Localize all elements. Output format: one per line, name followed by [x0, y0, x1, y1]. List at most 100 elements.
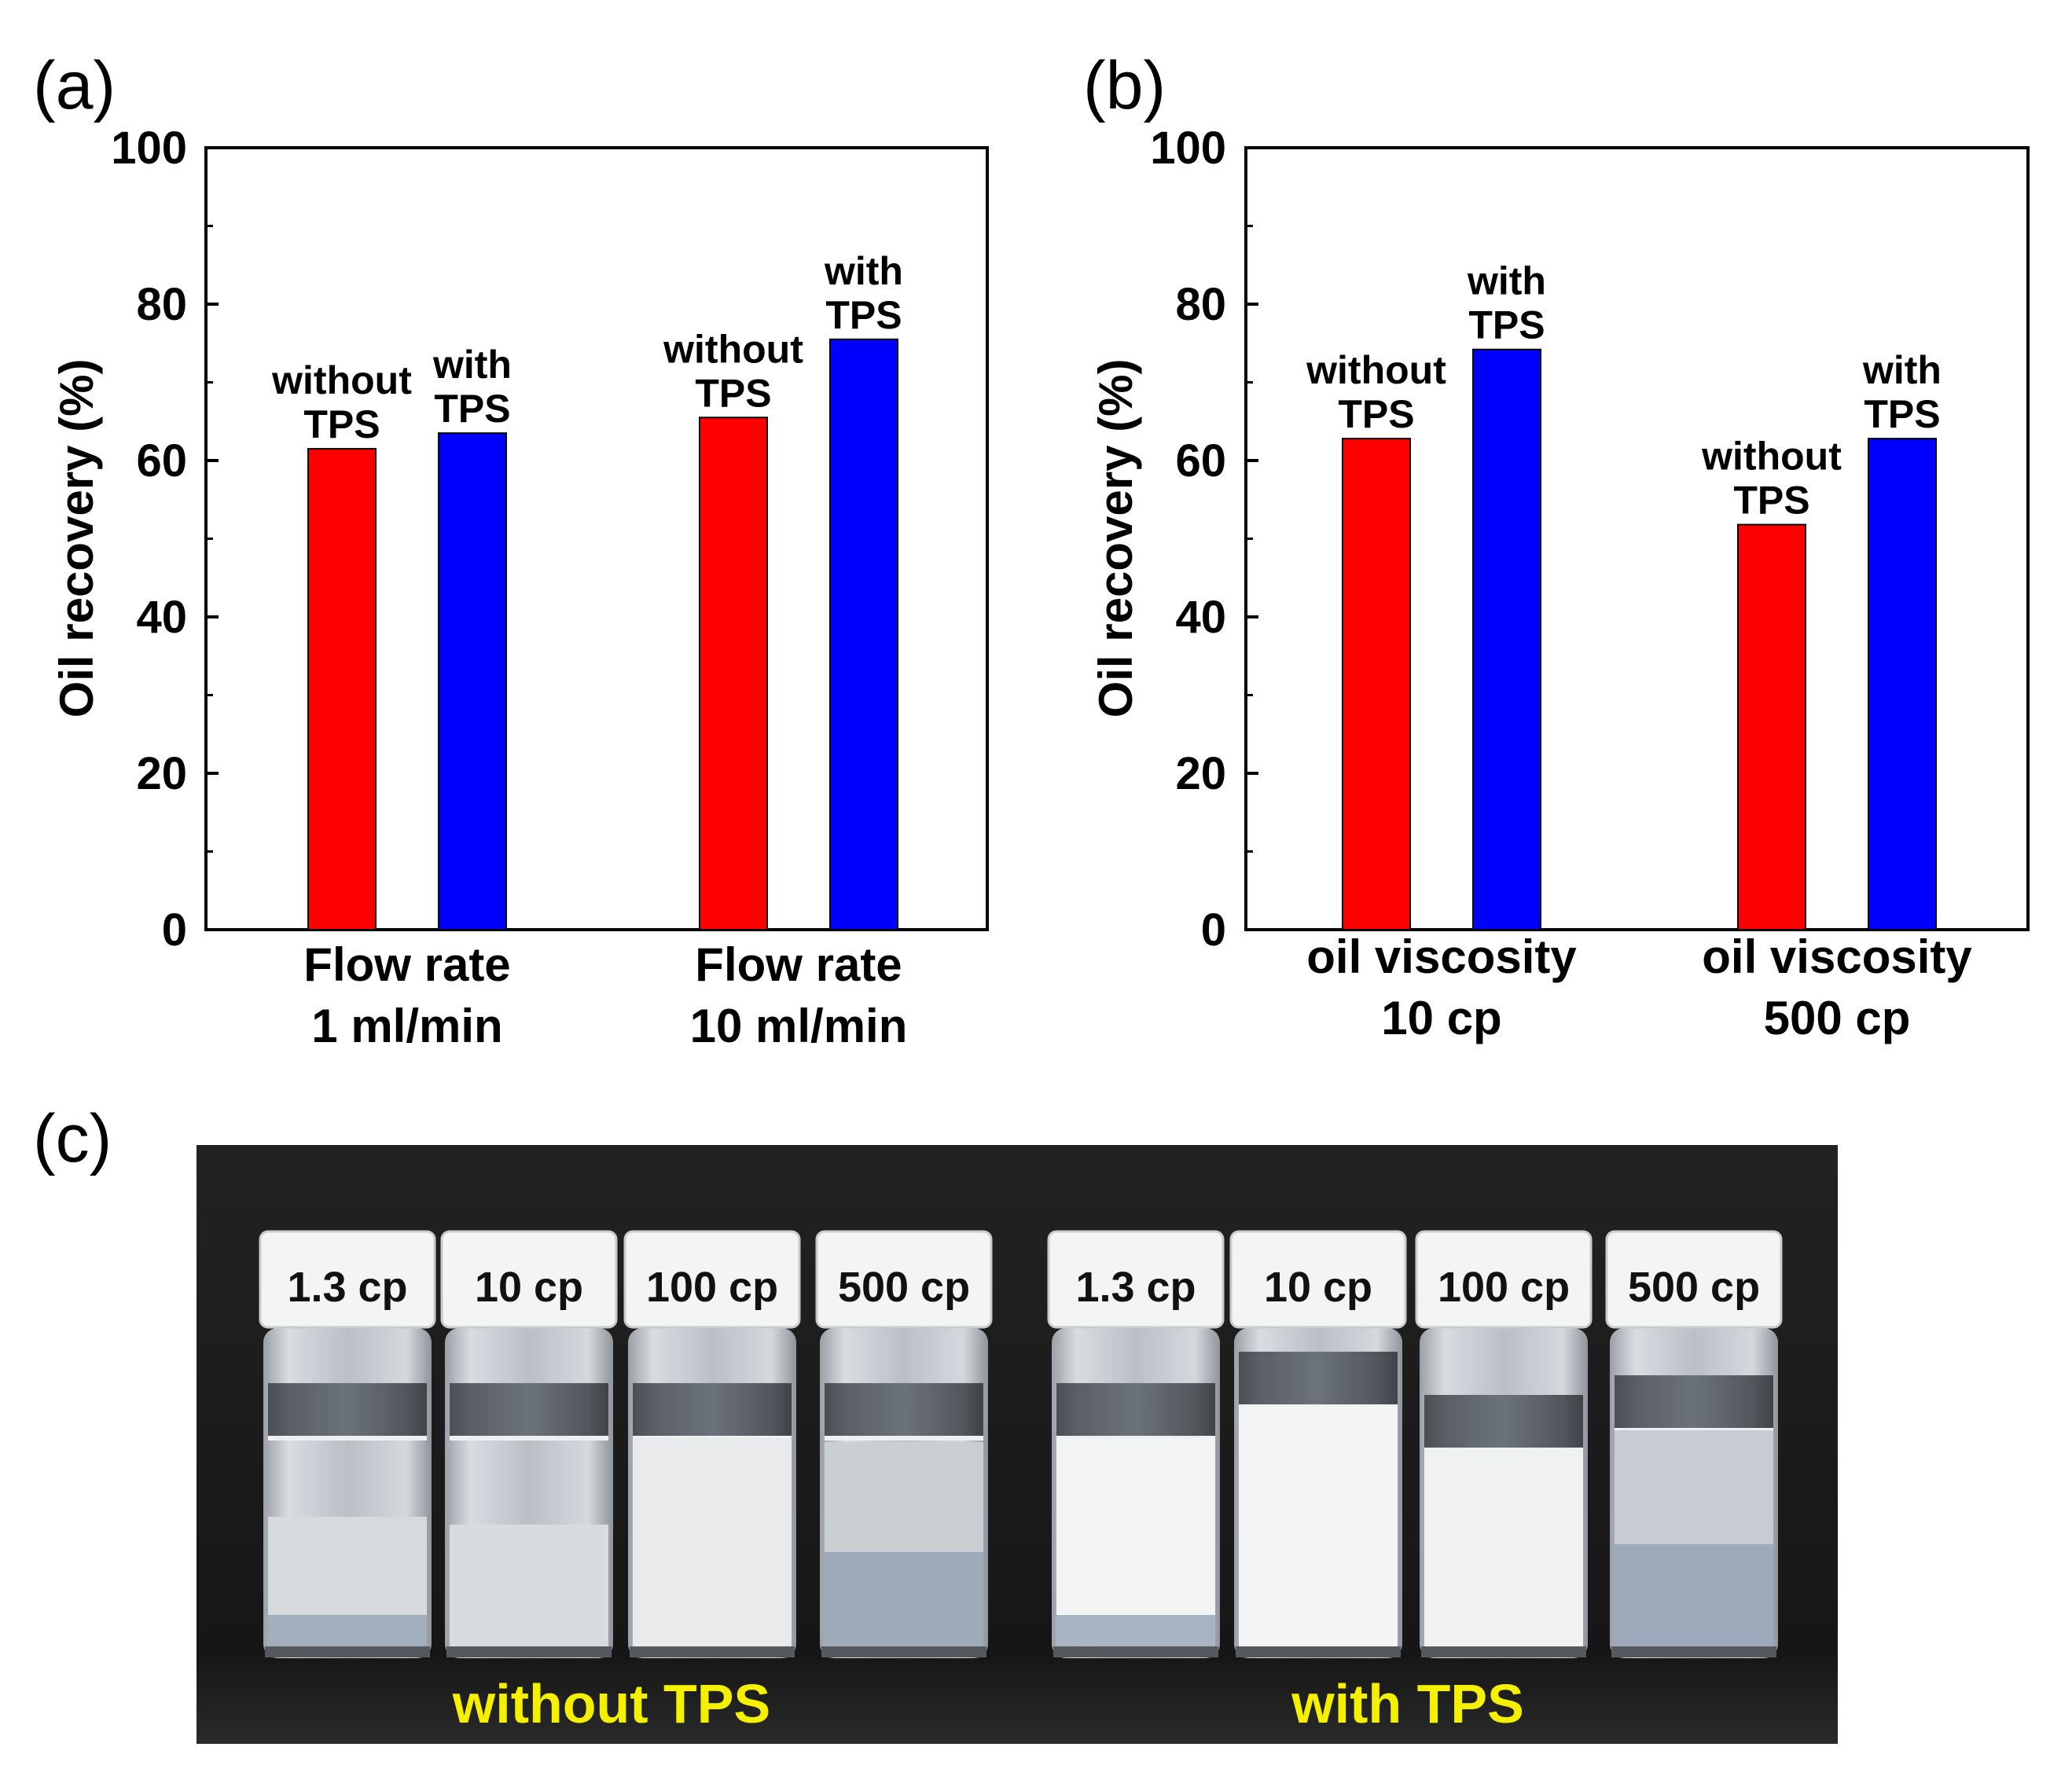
- vial-cap-label: 10 cp: [475, 1264, 583, 1311]
- panel-label-c: (c): [33, 1101, 112, 1176]
- y-tick-label-a: 60: [136, 435, 187, 486]
- y-tick-label-a: 0: [162, 905, 187, 956]
- vial-base: [265, 1646, 430, 1657]
- bar-b-with-tps: [1868, 438, 1937, 930]
- vial-base: [1611, 1646, 1776, 1657]
- vial-reflection: [1424, 1395, 1583, 1450]
- vial-photo: 1.3 cp 10 cp 100 cp 500 cp 1.3 cp 10 cp 100 cp…: [197, 1145, 1838, 1744]
- bar-b-without-tps: [1737, 523, 1806, 930]
- bar-data-label-a: without: [271, 358, 412, 402]
- vial-cap-label: 500 cp: [1628, 1264, 1760, 1311]
- vial-cap-label: 1.3 cp: [1075, 1264, 1196, 1311]
- vial-water-layer: [825, 1552, 983, 1646]
- bar-data-label-b: without: [1701, 435, 1842, 479]
- vial-water-layer: [1615, 1544, 1773, 1646]
- bar-data-label-b: TPS: [1733, 479, 1809, 523]
- x-category-label-b: oil viscosity: [1306, 930, 1577, 983]
- vial-base: [630, 1646, 795, 1657]
- vial: 1.3 cp: [259, 1230, 436, 1658]
- vial-emulsion: [1056, 1438, 1215, 1646]
- bar-b-with-tps: [1472, 348, 1541, 930]
- vial-emulsion: [1239, 1407, 1398, 1646]
- vial-reflection: [1239, 1352, 1398, 1407]
- vial: 10 cp: [440, 1230, 618, 1658]
- vial: 100 cp: [623, 1230, 801, 1658]
- bar-data-label-a: without: [663, 327, 803, 371]
- x-category-label-b: 10 cp: [1381, 992, 1501, 1044]
- vial-emulsion: [633, 1438, 792, 1646]
- y-tick-label-b: 40: [1175, 592, 1226, 643]
- y-tick-label-a: 20: [136, 748, 187, 799]
- y-tick-label-a: 100: [111, 123, 187, 174]
- x-category-label-a: 10 ml/min: [690, 1000, 908, 1052]
- bar-data-label-b: TPS: [1338, 392, 1414, 436]
- y-tick-label-b: 20: [1175, 748, 1226, 799]
- chart-b: Oil recovery (%) 020406080100withoutTPSw…: [1089, 123, 2030, 1044]
- vial-reflection: [633, 1383, 792, 1438]
- vial-reflection: [268, 1383, 427, 1438]
- vial-reflection: [825, 1383, 983, 1438]
- x-category-label-a: Flow rate: [303, 938, 510, 991]
- bar-a-with-tps: [438, 432, 507, 930]
- bar-data-label-a: TPS: [303, 402, 380, 446]
- vial-base: [821, 1646, 986, 1657]
- vial-cap: [1229, 1230, 1407, 1329]
- x-category-label-b: 500 cp: [1764, 992, 1911, 1044]
- group-label-with-tps: with TPS: [1291, 1673, 1524, 1734]
- bar-data-label-b: with: [1467, 259, 1546, 303]
- bar-data-label-b: TPS: [1468, 303, 1545, 347]
- vials: 1.3 cp 10 cp 100 cp 500 cp 1.3 cp 10 cp 100 cp…: [259, 1230, 1783, 1658]
- x-category-label-a: Flow rate: [695, 938, 902, 991]
- vial: 100 cp: [1415, 1230, 1593, 1658]
- vial-reflection: [450, 1383, 608, 1438]
- bar-data-label-a: TPS: [695, 371, 771, 415]
- y-tick-label-b: 100: [1150, 123, 1226, 174]
- vial-cap: [1605, 1230, 1783, 1329]
- vial-base: [1236, 1646, 1401, 1657]
- vial: 500 cp: [815, 1230, 993, 1658]
- y-axis-title-a: Oil recovery (%): [50, 359, 103, 718]
- vial-reflection: [1056, 1383, 1215, 1438]
- bar-data-label-b: without: [1306, 348, 1446, 392]
- vial-base: [1421, 1646, 1586, 1657]
- vial-base: [446, 1646, 612, 1657]
- vial-cap: [815, 1230, 993, 1329]
- vial-water-layer: [1056, 1615, 1215, 1646]
- y-tick-label-b: 0: [1201, 905, 1226, 956]
- panel-label-b: (b): [1083, 48, 1166, 123]
- y-tick-label-b: 80: [1175, 279, 1226, 330]
- vial: 1.3 cp: [1047, 1230, 1225, 1658]
- vial-cap-label: 500 cp: [838, 1264, 970, 1311]
- vial: 10 cp: [1229, 1230, 1407, 1658]
- vial-cap: [440, 1230, 618, 1329]
- vial: 500 cp: [1605, 1230, 1783, 1658]
- vial-cap: [1415, 1230, 1593, 1329]
- y-tick-label-a: 40: [136, 592, 187, 643]
- vial-reflection: [1615, 1375, 1773, 1430]
- vial-emulsion: [1424, 1450, 1583, 1646]
- y-tick-label-a: 80: [136, 279, 187, 330]
- vial-cap-label: 10 cp: [1264, 1264, 1372, 1311]
- group-label-without-tps: without TPS: [452, 1673, 770, 1734]
- bar-a-without-tps: [699, 417, 768, 930]
- bar-data-label-a: TPS: [434, 387, 510, 431]
- bar-data-label-b: TPS: [1864, 392, 1940, 436]
- bar-data-label-b: with: [1862, 348, 1942, 392]
- vial-cap: [1047, 1230, 1225, 1329]
- chart-a: Oil recovery (%) 020406080100withoutTPSw…: [50, 123, 989, 1052]
- y-tick-label-b: 60: [1175, 435, 1226, 486]
- panel-label-a: (a): [33, 48, 116, 123]
- vial-cap-label: 100 cp: [1438, 1264, 1570, 1311]
- vial-cap: [623, 1230, 801, 1329]
- vial-cap: [259, 1230, 436, 1329]
- x-category-label-a: 1 ml/min: [311, 1000, 502, 1052]
- bar-data-label-a: with: [432, 343, 512, 387]
- bar-a-with-tps: [829, 338, 898, 930]
- vial-emulsion: [450, 1525, 608, 1646]
- bar-data-label-a: with: [824, 249, 903, 293]
- vial-cap-label: 100 cp: [646, 1264, 778, 1311]
- vial-cap-label: 1.3 cp: [287, 1264, 407, 1311]
- bar-b-without-tps: [1342, 438, 1411, 930]
